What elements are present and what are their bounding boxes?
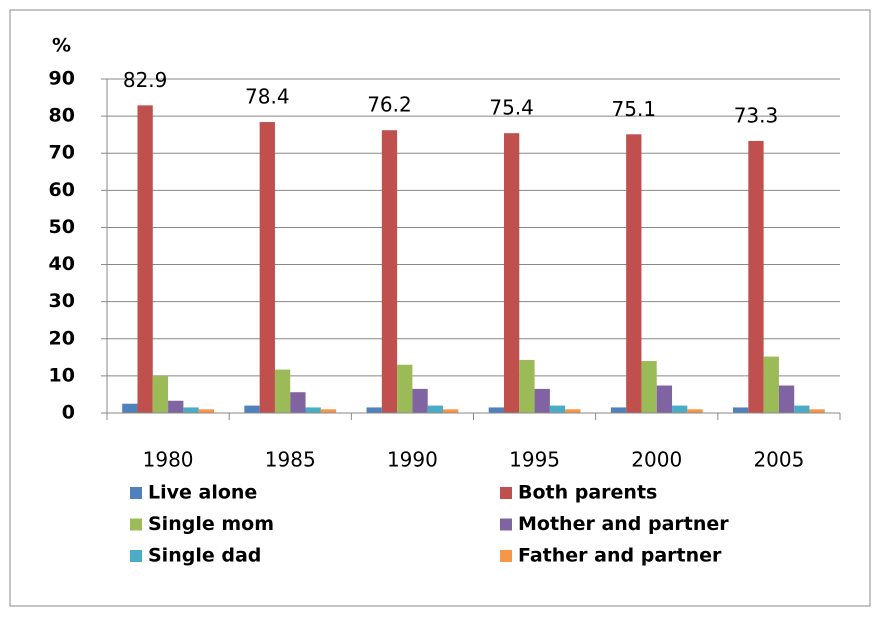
legend-swatch — [130, 518, 142, 531]
legend-label: Single dad — [148, 545, 261, 567]
y-axis-label: % — [52, 35, 71, 57]
bar — [397, 364, 413, 413]
bar — [274, 369, 291, 413]
x-tick-label: 1985 — [265, 448, 316, 472]
bar — [687, 409, 703, 413]
bar — [183, 407, 199, 413]
bar — [320, 409, 337, 413]
legend-label: Single mom — [148, 513, 274, 535]
bar — [641, 361, 657, 413]
y-tick-label: 60 — [49, 179, 75, 201]
x-tick-label: 1990 — [387, 448, 438, 472]
bar — [748, 140, 764, 413]
bar — [366, 407, 382, 413]
bar — [152, 375, 169, 413]
value-label: 75.1 — [612, 97, 657, 121]
x-tick-label: 2000 — [631, 448, 682, 472]
bar — [122, 403, 138, 413]
y-tick-label: 90 — [49, 68, 75, 90]
bar — [412, 388, 428, 413]
x-tick-label: 1980 — [143, 448, 194, 472]
legend-label: Both parents — [518, 482, 657, 504]
value-label: 73.3 — [734, 103, 779, 127]
bar — [610, 407, 627, 413]
bar — [778, 385, 795, 413]
y-tick-label: 0 — [62, 402, 75, 424]
legend-swatch — [500, 518, 512, 531]
bar — [488, 407, 504, 413]
bar — [626, 134, 642, 413]
bar — [168, 400, 184, 413]
y-tick-label: 30 — [49, 290, 75, 312]
bar — [794, 405, 810, 413]
bar — [565, 409, 581, 413]
bar — [519, 359, 535, 413]
bar — [503, 133, 520, 413]
bar — [244, 405, 260, 413]
y-tick-label: 80 — [49, 105, 75, 127]
chart-border — [9, 9, 871, 607]
legend-swatch — [130, 550, 142, 562]
y-tick-label: 40 — [49, 253, 75, 275]
legend-swatch — [130, 487, 142, 499]
bar — [656, 385, 673, 413]
legend-swatch — [500, 487, 512, 499]
y-tick-label: 70 — [49, 142, 75, 164]
x-tick-label: 1995 — [509, 448, 560, 472]
bar — [137, 105, 153, 414]
y-tick-label: 20 — [49, 327, 75, 349]
value-label: 75.4 — [489, 96, 534, 120]
legend-label: Mother and partner — [518, 513, 729, 535]
x-tick-label: 2005 — [753, 448, 804, 472]
bar — [733, 407, 749, 413]
bar — [198, 409, 214, 413]
bar — [381, 130, 398, 414]
y-tick-label: 10 — [49, 364, 75, 386]
bar — [549, 405, 566, 413]
value-label: 82.9 — [123, 68, 168, 92]
bar — [443, 409, 459, 413]
legend-swatch — [500, 550, 512, 562]
value-label: 76.2 — [367, 93, 412, 117]
legend-label: Father and partner — [518, 545, 722, 567]
y-tick-label: 50 — [49, 216, 75, 238]
value-label: 78.4 — [245, 85, 290, 109]
bar — [305, 407, 321, 413]
bar — [259, 122, 275, 413]
bar — [427, 405, 444, 413]
bar — [290, 392, 306, 413]
bar — [763, 356, 779, 413]
bar — [534, 388, 550, 413]
legend-label: Live alone — [148, 482, 257, 504]
bar — [809, 409, 825, 413]
bar — [672, 405, 688, 413]
